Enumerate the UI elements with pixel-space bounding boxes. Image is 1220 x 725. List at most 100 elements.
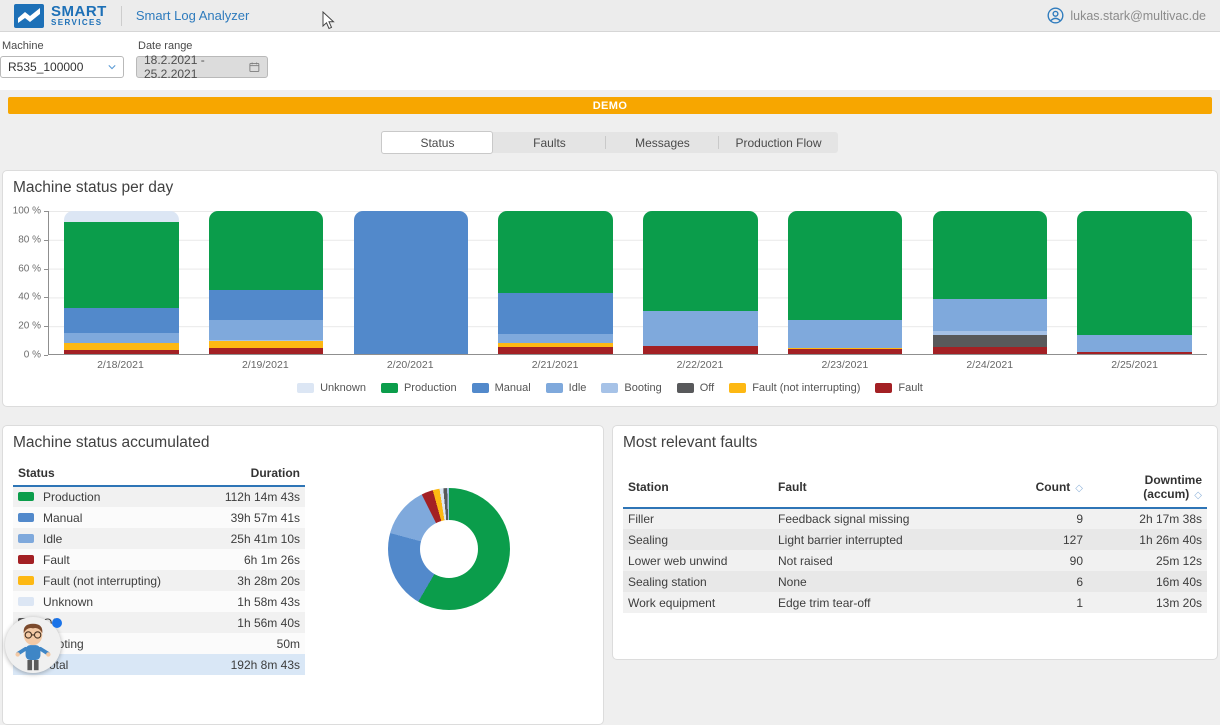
segment-fault: [643, 346, 757, 354]
status-color-swatch: [18, 534, 34, 543]
legend-item-booting: Booting: [601, 382, 661, 394]
legend-swatch: [601, 383, 618, 393]
stacked-bar-2/25/2021: [1077, 211, 1191, 354]
legend-item-fault-not-interrupting-: Fault (not interrupting): [729, 382, 860, 394]
bar-slot: [628, 211, 773, 354]
stacked-bar-2/20/2021: [354, 211, 468, 354]
status-color-swatch: [18, 555, 34, 564]
segment-production: [1077, 211, 1191, 335]
segment-manual: [354, 211, 468, 354]
segment-idle: [933, 299, 1047, 331]
tab-messages[interactable]: Messages: [606, 132, 718, 153]
segment-idle: [64, 333, 178, 343]
smart-services-logo-icon: [14, 4, 44, 28]
status-table-row: Fault (not interrupting)3h 28m 20s: [13, 570, 305, 591]
brand-logo[interactable]: SMART SERVICES: [14, 4, 107, 28]
date-range-value: 18.2.2021 - 25.2.2021: [144, 53, 249, 81]
bar-slot: [918, 211, 1063, 354]
segment-production: [209, 211, 323, 290]
tab-faults[interactable]: Faults: [493, 132, 605, 153]
faults-col-header-count[interactable]: Count◇: [988, 468, 1088, 508]
segment-fault: [64, 350, 178, 354]
calendar-icon: [249, 61, 260, 73]
machine-status-accumulated-panel: Machine status accumulated Status Durati…: [2, 425, 604, 725]
date-range-label: Date range: [138, 40, 268, 52]
segment-fault-not-interrupting-: [64, 343, 178, 350]
x-tick-label: 2/18/2021: [48, 359, 193, 371]
assistant-chat-launcher[interactable]: [5, 617, 61, 673]
stacked-bar-2/23/2021: [788, 211, 902, 354]
panel-title-status-accumulated: Machine status accumulated: [13, 434, 593, 452]
x-tick-label: 2/23/2021: [772, 359, 917, 371]
user-menu[interactable]: lukas.stark@multivac.de: [1047, 7, 1206, 24]
notification-dot: [52, 618, 62, 628]
bar-slot: [194, 211, 339, 354]
user-email: lukas.stark@multivac.de: [1070, 9, 1206, 23]
faults-table-row: Lower web unwindNot raised9025m 12s: [623, 550, 1207, 571]
legend-swatch: [546, 383, 563, 393]
segment-production: [64, 222, 178, 308]
segment-manual: [498, 293, 612, 334]
legend-item-off: Off: [677, 382, 714, 394]
top-bar: SMART SERVICES Smart Log Analyzer lukas.…: [0, 0, 1220, 32]
segment-fault: [933, 347, 1047, 354]
segment-manual: [64, 308, 178, 332]
bar-slot: [49, 211, 194, 354]
legend-item-unknown: Unknown: [297, 382, 366, 394]
y-tick-label: 100 %: [13, 206, 41, 217]
segment-fault: [788, 349, 902, 354]
segment-idle: [498, 334, 612, 343]
tab-status[interactable]: Status: [381, 131, 493, 154]
y-tick-label: 80 %: [18, 234, 41, 245]
segment-unknown: [64, 211, 178, 222]
faults-col-header-downtime-accum-[interactable]: Downtime (accum)◇: [1088, 468, 1207, 508]
status-color-swatch: [18, 492, 34, 501]
chevron-down-icon: [108, 63, 116, 71]
logo-text: SMART SERVICES: [51, 4, 107, 27]
stacked-bar-2/21/2021: [498, 211, 612, 354]
chart-legend: UnknownProductionManualIdleBootingOffFau…: [13, 382, 1207, 394]
x-tick-label: 2/22/2021: [628, 359, 773, 371]
faults-table-row: Sealing stationNone616m 40s: [623, 571, 1207, 592]
stacked-bar-2/18/2021: [64, 211, 178, 354]
segment-production: [498, 211, 612, 293]
filter-bar: Machine R535_100000 Date range 18.2.2021…: [0, 32, 1220, 90]
panel-title-status-per-day: Machine status per day: [13, 179, 1207, 197]
machine-select[interactable]: R535_100000: [0, 56, 124, 78]
legend-swatch: [472, 383, 489, 393]
faults-table: StationFaultCount◇Downtime (accum)◇ Fill…: [623, 468, 1207, 613]
bar-slot: [339, 211, 484, 354]
y-tick-label: 20 %: [18, 321, 41, 332]
segment-production: [933, 211, 1047, 299]
faults-col-header-station: Station: [623, 468, 773, 508]
stacked-bar-chart: [48, 211, 1207, 355]
x-tick-label: 2/21/2021: [483, 359, 628, 371]
segment-idle: [788, 320, 902, 347]
date-range-input[interactable]: 18.2.2021 - 25.2.2021: [136, 56, 268, 78]
legend-swatch: [875, 383, 892, 393]
view-tabs: StatusFaultsMessagesProduction Flow: [382, 132, 837, 153]
y-tick-label: 40 %: [18, 292, 41, 303]
user-icon: [1047, 7, 1064, 24]
status-color-swatch: [18, 597, 34, 606]
segment-fault: [209, 348, 323, 354]
app-title: Smart Log Analyzer: [136, 8, 249, 23]
status-table-row: Production112h 14m 43s: [13, 486, 305, 507]
legend-swatch: [297, 383, 314, 393]
segment-idle: [209, 320, 323, 340]
bar-slot: [483, 211, 628, 354]
machine-status-per-day-panel: Machine status per day 100 % 80 % 60 % 40 %…: [2, 170, 1218, 407]
assistant-character-icon: [12, 621, 54, 673]
status-col-header: Status: [13, 462, 201, 486]
tab-production-flow[interactable]: Production Flow: [719, 132, 837, 153]
legend-item-production: Production: [381, 382, 457, 394]
segment-idle: [1077, 335, 1191, 352]
legend-swatch: [677, 383, 694, 393]
bar-slot: [773, 211, 918, 354]
y-tick-label: 60 %: [18, 263, 41, 274]
faults-col-header-fault: Fault: [773, 468, 988, 508]
x-tick-label: 2/20/2021: [338, 359, 483, 371]
mouse-cursor: [322, 11, 335, 30]
legend-swatch: [729, 383, 746, 393]
sort-icon: ◇: [1194, 490, 1202, 501]
